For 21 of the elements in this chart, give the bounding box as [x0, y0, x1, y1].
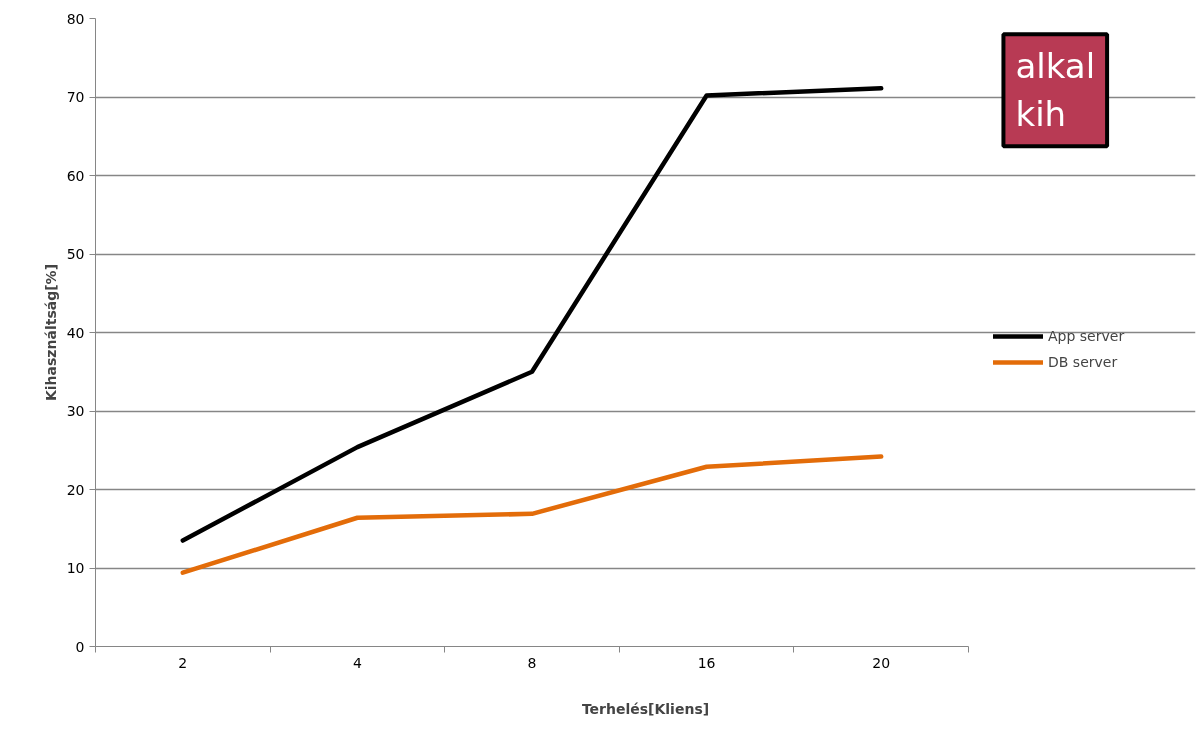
- y-tick-label: 30: [66, 403, 85, 419]
- line-series: [180, 86, 884, 543]
- y-tick-label: 40: [66, 324, 85, 341]
- y-tick-label: 10: [66, 560, 85, 576]
- x-tick-label: 4: [352, 654, 362, 671]
- y-tick-label: 80: [66, 10, 85, 27]
- x-tick-label: 2: [178, 654, 188, 671]
- line-series: [180, 454, 884, 575]
- legend-label: App server: [1048, 328, 1125, 344]
- y-tick-label: 70: [66, 89, 85, 105]
- y-tick-label: 60: [66, 167, 85, 184]
- x-tick-label: 8: [527, 654, 537, 671]
- text: alkal kih: [1015, 46, 1096, 135]
- x-tick-label: 20: [872, 654, 891, 671]
- x-axis-title: Terhelés[Kliens]: [581, 700, 710, 717]
- y-tick-label: 20: [66, 481, 85, 498]
- y-tick-label: 0: [75, 638, 85, 655]
- y-axis-title: Kihasználtság[%]: [42, 263, 59, 402]
- y-tick-label: 50: [66, 246, 85, 262]
- legend-label: DB server: [1048, 354, 1118, 370]
- x-tick-label: 16: [697, 654, 716, 671]
